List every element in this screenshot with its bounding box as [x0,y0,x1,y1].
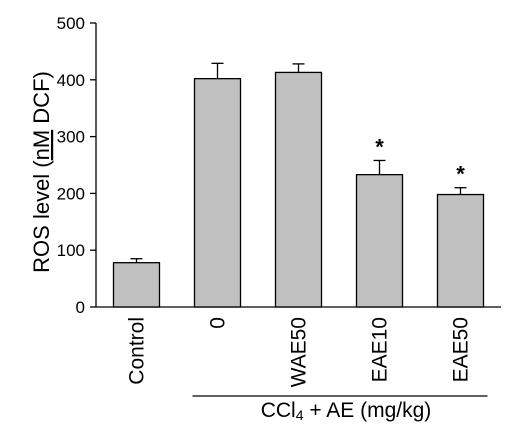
bar [274,71,323,308]
y-axis-title-part3: DCF) [29,71,54,130]
y-axis-title: ROS level (nM DCF) [29,71,54,273]
x-tick-label: 0 [207,317,230,329]
x-tick-label: WAE50 [288,317,311,387]
y-tick-label: 300 [57,128,85,147]
group-label: CCl4 + AE (mg/kg) [261,399,432,423]
significance-mark: * [456,162,465,187]
bar [193,78,242,308]
y-axis-title-unit: nM [29,130,54,161]
group-label-part1: CCl [261,399,296,422]
bar [112,262,161,308]
bar [436,193,485,308]
bars: ** [112,62,485,308]
bar [355,174,404,308]
y-axis-title-part1: ROS level ( [29,160,54,273]
y-tick-label: 100 [57,241,85,260]
y-tick-label: 400 [57,71,85,90]
x-tick-label: EAE50 [450,317,473,382]
labels: ROS level (nM DCF) CCl4 + AE (mg/kg) Con… [29,71,473,423]
axes: 0 100 200 300 400 500 [57,14,501,397]
x-tick-label: EAE10 [369,317,392,382]
x-tick-label: Control [126,317,149,385]
significance-mark: * [375,134,384,159]
y-tick-label: 0 [76,298,85,317]
y-tick-label: 200 [57,184,85,203]
y-tick-label: 500 [57,14,85,33]
group-label-part3: + AE (mg/kg) [304,399,432,422]
group-label-subscript: 4 [296,407,304,423]
